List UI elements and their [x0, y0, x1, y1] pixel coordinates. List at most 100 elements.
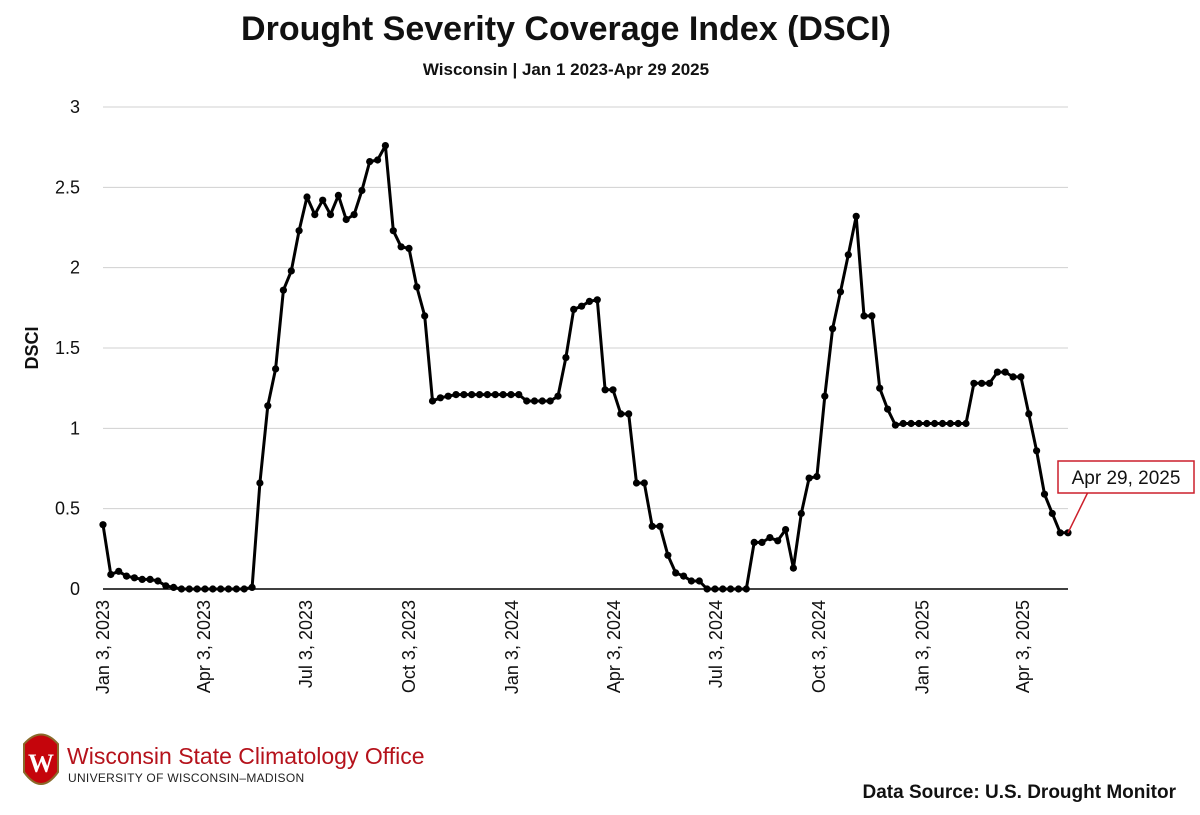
logo-subtitle: UNIVERSITY OF WISCONSIN–MADISON — [68, 771, 304, 785]
data-point — [154, 577, 162, 585]
data-point — [122, 572, 131, 580]
data-point — [632, 479, 641, 487]
x-tick-label: Oct 3, 2023 — [399, 600, 419, 693]
data-point — [672, 569, 680, 577]
data-point — [170, 583, 178, 592]
data-point — [1040, 490, 1049, 498]
data-point — [389, 227, 397, 235]
callout-leader-line — [1067, 491, 1089, 534]
data-point — [891, 421, 900, 429]
data-point — [766, 534, 774, 542]
data-point — [852, 212, 860, 220]
data-point — [499, 391, 507, 399]
data-point — [750, 538, 758, 547]
data-point — [907, 419, 915, 428]
data-point — [899, 419, 907, 428]
data-point — [295, 227, 303, 235]
data-point — [209, 585, 217, 593]
data-point — [436, 394, 444, 402]
data-point — [1001, 368, 1009, 376]
data-point — [538, 397, 546, 405]
data-point — [821, 392, 829, 400]
callout-label: Apr 29, 2025 — [1072, 468, 1181, 489]
data-point — [483, 391, 491, 399]
data-point — [240, 585, 248, 593]
data-point — [617, 410, 625, 418]
data-point — [844, 251, 852, 259]
y-tick-label: 2.5 — [55, 177, 80, 197]
data-point — [1009, 373, 1017, 381]
data-point — [868, 312, 876, 320]
x-tick-label: Jan 3, 2025 — [912, 600, 932, 694]
data-point — [813, 472, 821, 481]
y-tick-label: 0.5 — [55, 499, 80, 519]
logo-name: Wisconsin State Climatology Office — [67, 743, 425, 769]
data-point — [193, 585, 201, 593]
data-point — [413, 283, 421, 291]
data-point — [860, 312, 868, 320]
data-point — [1064, 529, 1072, 537]
data-point — [727, 585, 735, 593]
dsci-series — [99, 142, 1072, 593]
data-point — [703, 585, 711, 593]
data-point — [742, 585, 750, 593]
data-point — [115, 567, 123, 575]
y-tick-label: 0 — [70, 579, 80, 599]
data-point — [130, 574, 138, 582]
data-point — [695, 577, 703, 585]
data-point — [923, 419, 931, 428]
gridlines — [103, 106, 1068, 590]
data-point — [1033, 447, 1041, 455]
data-point — [350, 211, 358, 219]
data-point — [938, 419, 947, 428]
data-point — [978, 379, 986, 387]
y-tick-label: 1 — [70, 418, 80, 438]
data-point — [993, 368, 1002, 376]
data-point — [256, 479, 264, 487]
latest-point-callout: Apr 29, 2025 — [1057, 460, 1195, 534]
data-point — [138, 575, 146, 584]
data-point — [719, 585, 727, 593]
x-tick-label: Oct 3, 2024 — [809, 600, 829, 693]
x-tick-label: Apr 3, 2023 — [194, 600, 214, 693]
x-tick-label: Jan 3, 2023 — [93, 600, 113, 694]
data-point — [311, 211, 319, 219]
data-point — [366, 158, 374, 166]
data-point — [782, 526, 790, 534]
data-point — [570, 305, 578, 313]
data-point — [625, 410, 633, 418]
data-point — [1056, 529, 1064, 537]
data-point — [272, 365, 280, 373]
data-point — [805, 474, 813, 482]
data-point — [656, 522, 664, 530]
data-point — [428, 397, 437, 405]
data-point — [970, 379, 978, 387]
data-point — [342, 215, 350, 224]
data-point — [444, 392, 452, 400]
data-point — [774, 537, 782, 545]
data-point — [224, 585, 233, 593]
data-point — [1017, 373, 1025, 381]
data-point — [146, 575, 154, 584]
data-point — [1025, 410, 1033, 418]
data-point — [303, 193, 311, 201]
data-point — [562, 354, 570, 362]
x-tick-label: Apr 3, 2025 — [1013, 600, 1033, 693]
x-tick-label: Apr 3, 2024 — [604, 600, 624, 693]
data-point — [99, 521, 107, 529]
data-point — [507, 391, 515, 399]
data-point — [287, 267, 295, 275]
x-tick-label: Jul 3, 2024 — [706, 600, 726, 688]
data-point — [468, 391, 476, 399]
data-point — [358, 186, 366, 195]
data-point — [648, 522, 656, 530]
y-tick-label: 2 — [70, 258, 80, 278]
chart-subtitle: Wisconsin | Jan 1 2023-Apr 29 2025 — [423, 60, 709, 79]
data-point — [758, 538, 766, 547]
data-point — [546, 397, 554, 405]
data-point — [1048, 509, 1056, 518]
data-point — [789, 564, 798, 572]
data-point — [962, 419, 970, 428]
data-point — [264, 402, 272, 410]
data-point — [381, 142, 389, 150]
